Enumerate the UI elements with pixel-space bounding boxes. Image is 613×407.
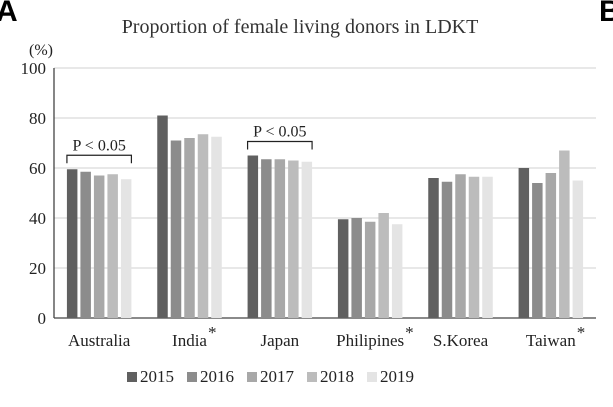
bar <box>337 219 349 318</box>
significance-mark: * <box>208 323 217 342</box>
annotation-label: P < 0.05 <box>253 124 306 141</box>
bar <box>455 174 466 318</box>
legend-swatch <box>367 372 377 382</box>
legend-label: 2017 <box>260 367 295 386</box>
bar <box>428 178 439 318</box>
y-tick-label: 0 <box>38 309 47 328</box>
legend-label: 2016 <box>200 367 234 386</box>
bar <box>468 176 480 318</box>
bar <box>559 150 570 318</box>
bar <box>80 171 91 318</box>
bar <box>301 161 313 318</box>
bar <box>184 138 195 318</box>
bar <box>170 140 182 318</box>
x-tick-labels: Australia India * Japan Philipines * S.Korea Ta… <box>68 323 585 350</box>
x-tick-label: Taiwan <box>526 331 576 350</box>
bar <box>261 159 272 318</box>
y-tick-label: 100 <box>21 59 47 78</box>
legend-label: 2018 <box>320 367 354 386</box>
axes <box>53 68 596 319</box>
bars <box>66 115 584 318</box>
bar <box>545 173 557 318</box>
bar <box>247 155 259 318</box>
panel-label-b: B <box>599 0 613 28</box>
bar <box>120 179 132 318</box>
y-tick-label: 20 <box>29 259 46 278</box>
annotations: P < 0.05 P < 0.05 <box>66 124 313 164</box>
bar <box>157 115 168 318</box>
chart-title: Proportion of female living donors in LD… <box>122 16 479 38</box>
bar <box>441 181 453 318</box>
bar <box>518 168 530 318</box>
bar <box>532 183 543 318</box>
bar <box>107 174 118 318</box>
bar <box>378 213 389 318</box>
legend-swatch <box>187 372 197 382</box>
significance-mark: * <box>405 323 414 342</box>
bar <box>364 221 376 318</box>
bar <box>288 160 299 318</box>
annotation-label: P < 0.05 <box>73 137 126 154</box>
legend: 2015 2016 2017 2018 2019 <box>127 367 414 386</box>
legend-label: 2019 <box>380 367 414 386</box>
significance-bracket <box>66 154 133 164</box>
x-tick-label: Japan <box>260 331 299 350</box>
x-tick-label: Australia <box>68 331 131 350</box>
bar <box>93 175 105 318</box>
x-tick-label: S.Korea <box>433 331 489 350</box>
x-tick-label: India <box>172 331 207 350</box>
bar <box>482 176 493 318</box>
bar <box>66 169 78 318</box>
y-tick-labels: 0 20 40 60 80 100 <box>21 59 47 328</box>
bar <box>572 180 584 318</box>
significance-bracket <box>246 140 313 150</box>
legend-swatch <box>247 372 257 382</box>
y-tick-label: 60 <box>29 159 46 178</box>
significance-mark: * <box>577 323 586 342</box>
y-axis-label: (%) <box>29 42 53 59</box>
x-tick-label: Philipines <box>336 331 404 350</box>
legend-label: 2015 <box>140 367 174 386</box>
bar <box>211 136 222 318</box>
bar <box>197 134 209 318</box>
bar <box>274 159 286 318</box>
y-tick-label: 40 <box>29 209 46 228</box>
panel-label-a: A <box>0 0 18 28</box>
bar <box>351 218 362 318</box>
gridlines <box>54 67 596 269</box>
legend-swatch <box>127 372 137 382</box>
legend-swatch <box>307 372 317 382</box>
y-tick-label: 80 <box>29 109 46 128</box>
bar <box>391 224 403 318</box>
